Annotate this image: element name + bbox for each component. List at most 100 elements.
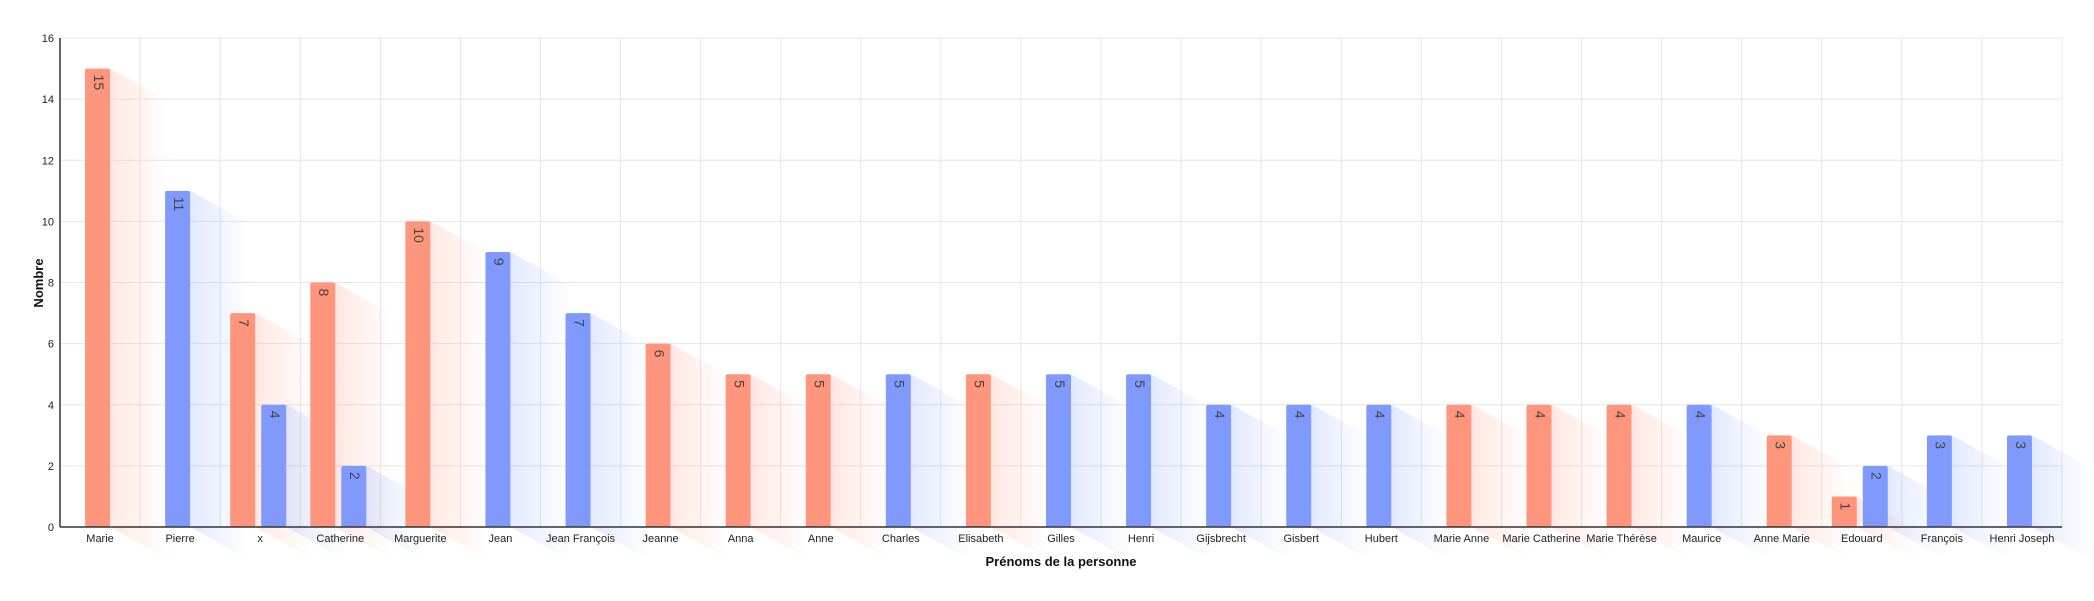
bar-value-label: 3 bbox=[2013, 441, 2029, 449]
bar-shadow bbox=[110, 68, 171, 560]
x-tick-label: Catherine bbox=[316, 533, 364, 545]
bar-value-label: 5 bbox=[1132, 380, 1148, 388]
labels: 024681012141615Marie11Pierre74x82Catheri… bbox=[42, 33, 2055, 545]
bar-male bbox=[261, 404, 287, 527]
x-tick-label: Gilles bbox=[1047, 533, 1075, 545]
bar-value-label: 4 bbox=[1612, 411, 1628, 419]
y-tick-label: 14 bbox=[42, 94, 54, 106]
bar-female bbox=[85, 68, 111, 527]
x-tick-label: Marguerite bbox=[394, 533, 447, 545]
bar-female bbox=[1831, 496, 1857, 527]
bar-value-label: 9 bbox=[491, 258, 507, 266]
bar-female bbox=[1606, 404, 1632, 527]
bar-value-label: 6 bbox=[651, 350, 667, 358]
bar-shadow bbox=[990, 374, 1051, 560]
bar-value-label: 3 bbox=[1933, 441, 1949, 449]
bar-shadows bbox=[110, 68, 2092, 560]
bar-shadow bbox=[1551, 404, 1612, 560]
bar-value-label: 4 bbox=[1692, 411, 1708, 419]
x-tick-label: Edouard bbox=[1841, 533, 1883, 545]
bar-male bbox=[1206, 404, 1232, 527]
bar-shadow bbox=[1391, 404, 1452, 560]
x-tick-label: Hubert bbox=[1365, 533, 1398, 545]
bar-shadow bbox=[1231, 404, 1292, 560]
y-tick-label: 2 bbox=[48, 461, 54, 473]
x-tick-label: Maurice bbox=[1682, 533, 1721, 545]
bar-value-label: 5 bbox=[731, 380, 747, 388]
bar-female bbox=[230, 313, 256, 527]
bar-shadow bbox=[670, 343, 731, 560]
bar-value-label: 1 bbox=[1838, 502, 1854, 510]
x-tick-label: François bbox=[1921, 533, 1964, 545]
y-tick-label: 8 bbox=[48, 278, 54, 290]
bar-shadow bbox=[1151, 374, 1212, 560]
bar-male bbox=[1046, 374, 1071, 527]
bar-value-label: 8 bbox=[316, 289, 332, 297]
x-tick-label: x bbox=[257, 533, 263, 545]
x-tick-label: Jean François bbox=[546, 533, 616, 545]
x-tick-label: Anna bbox=[728, 533, 755, 545]
bar-shadow bbox=[830, 374, 891, 560]
bar-shadow bbox=[1951, 435, 2012, 560]
bar-male bbox=[485, 251, 511, 527]
y-tick-label: 6 bbox=[48, 339, 54, 351]
bar-value-label: 4 bbox=[1292, 411, 1308, 419]
x-tick-label: Marie Anne bbox=[1434, 533, 1490, 545]
x-tick-label: Pierre bbox=[165, 533, 194, 545]
bar-male bbox=[1126, 374, 1152, 527]
bar-male bbox=[885, 374, 911, 527]
bar-female bbox=[805, 374, 831, 527]
bar-value-label: 5 bbox=[1052, 380, 1068, 388]
y-tick-label: 10 bbox=[42, 216, 54, 228]
bar-female bbox=[1526, 404, 1552, 527]
bar-female bbox=[725, 374, 751, 527]
bar-value-label: 5 bbox=[892, 380, 908, 388]
x-axis-title: Prénoms de la personne bbox=[986, 554, 1137, 569]
bar-shadow bbox=[430, 221, 491, 560]
bar-value-label: 5 bbox=[972, 380, 988, 388]
bar-value-label: 2 bbox=[347, 472, 363, 480]
bar-female bbox=[965, 374, 991, 527]
bar-shadow bbox=[750, 374, 811, 560]
bar-shadow bbox=[590, 313, 651, 560]
bar-shadow bbox=[1631, 404, 1692, 560]
bar-male bbox=[1286, 404, 1312, 527]
x-tick-label: Anne bbox=[808, 533, 834, 545]
x-tick-label: Henri bbox=[1128, 533, 1154, 545]
bar-female bbox=[1446, 404, 1472, 527]
axes bbox=[59, 38, 2062, 528]
bar-shadow bbox=[1071, 374, 1131, 560]
bar-female bbox=[645, 343, 671, 527]
x-tick-label: Marie Thérèse bbox=[1586, 533, 1657, 545]
x-tick-label: Anne Marie bbox=[1754, 533, 1810, 545]
bar-male bbox=[1862, 465, 1888, 527]
bar-shadow bbox=[366, 465, 427, 560]
bars bbox=[85, 68, 2032, 527]
bar-male bbox=[1686, 404, 1712, 527]
bar-shadow bbox=[510, 251, 571, 560]
bar-female bbox=[405, 221, 431, 527]
bar-male bbox=[165, 190, 191, 527]
bar-value-label: 7 bbox=[236, 319, 252, 327]
bar-shadow bbox=[1471, 404, 1532, 560]
x-tick-label: Jean bbox=[489, 533, 513, 545]
x-tick-label: Gisbert bbox=[1284, 533, 1319, 545]
bar-shadow bbox=[1791, 435, 1852, 560]
bar-male bbox=[341, 465, 367, 527]
y-tick-label: 4 bbox=[48, 400, 54, 412]
bar-value-label: 4 bbox=[1532, 411, 1548, 419]
bar-value-label: 7 bbox=[571, 319, 587, 327]
x-tick-label: Marie Catherine bbox=[1502, 533, 1580, 545]
x-tick-label: Jeanne bbox=[643, 533, 679, 545]
x-tick-label: Charles bbox=[882, 533, 920, 545]
bar-value-label: 3 bbox=[1773, 441, 1789, 449]
bar-value-label: 4 bbox=[1372, 411, 1388, 419]
y-tick-label: 12 bbox=[42, 155, 54, 167]
bar-male bbox=[1366, 404, 1392, 527]
bar-female bbox=[1766, 435, 1792, 527]
bar-value-label: 4 bbox=[1212, 411, 1228, 419]
bar-value-label: 5 bbox=[812, 380, 828, 388]
bar-shadow bbox=[1711, 404, 1772, 560]
bar-shadow bbox=[910, 374, 971, 560]
